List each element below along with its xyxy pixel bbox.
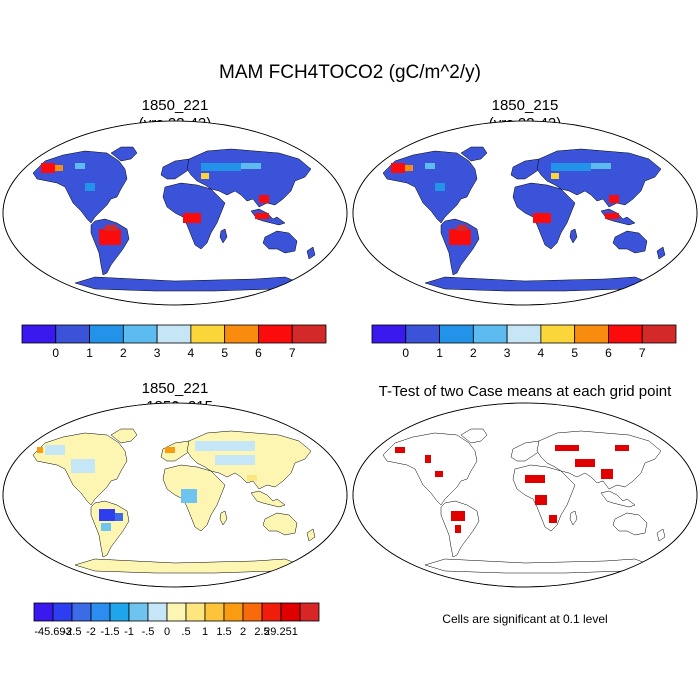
panel-4-title: T-Test of two Case means at each grid po… [350,383,700,401]
colorbar-3-tick-label: 2 [240,626,246,638]
colorbar-2-tick-label: 6 [605,346,612,360]
map-panel-1 [2,120,348,306]
colorbar-1-tick-label: 4 [188,346,195,360]
colorbar-3-swatch [242,602,263,622]
colorbar-3-tick-label: -.5 [142,626,155,638]
colorbar-3-tick-label: 2.5 [254,626,269,638]
map-panel-4 [352,402,698,588]
colorbar-2-swatch [439,324,474,344]
colorbar-1-tick-label: 2 [120,346,127,360]
colorbar-1-swatch [55,324,90,344]
colorbar-3-tick-label: -45.693 [34,626,71,638]
map-panel-2 [352,120,698,306]
colorbar-2-tick-label: 7 [639,346,646,360]
colorbar-3-swatch [204,602,225,622]
colorbar-panel-3: -45.693-2.5 -2 -1.5 -1 -.5 0 .5 1 1.5 2 2.529.251 [33,602,320,638]
colorbar-2-tick-label: 3 [504,346,511,360]
colorbar-3-swatch [185,602,206,622]
colorbar-2-swatch [608,324,643,344]
colorbar-2-swatch [506,324,542,344]
panel-4-title-line1: T-Test of two Case means at each grid po… [378,383,672,400]
colorbar-2-swatch [472,324,508,344]
colorbar-2-tick-label: 1 [436,346,443,360]
colorbar-2-swatch [405,324,440,344]
colorbar-3-swatch [261,602,282,622]
colorbar-3-tick-label: 1 [202,626,208,638]
colorbar-1-swatch [291,324,327,344]
colorbar-3-tick-label: 0 [164,626,170,638]
figure-title: MAM FCH4TOCO2 (gC/m^2/y) [219,62,481,83]
colorbar-1-tick-label: 1 [86,346,93,360]
colorbar-1-swatch [89,324,124,344]
colorbar-3-tick-label: 1.5 [216,626,231,638]
colorbar-2-tick-label: 5 [571,346,578,360]
colorbar-2-tick-label: 0 [402,346,409,360]
map-3-anomalies [37,441,257,531]
colorbar-1-swatch [258,324,293,344]
panel-3-title-line1: 1850_221 [141,380,209,397]
colorbar-3-swatch [223,602,244,622]
colorbar-1-swatch [224,324,259,344]
colorbar-1-swatch [122,324,158,344]
colorbar-panel-2: 0 1 2 3 4 5 6 7 [371,324,677,360]
panel-2-title-line1: 1850_215 [491,97,559,114]
colorbar-3-swatch [90,602,111,622]
map-2-hotspots [391,163,619,245]
colorbar-panel-1: 0 1 2 3 4 5 6 7 [21,324,327,360]
map-panel-3 [2,402,348,588]
colorbar-3-swatch [109,602,130,622]
colorbar-1-tick-label: 7 [289,346,296,360]
colorbar-3-swatch [33,602,54,622]
colorbar-2-swatch [574,324,609,344]
colorbar-1-tick-label: 3 [154,346,161,360]
significance-note: Cells are significant at 0.1 level [442,612,608,626]
colorbar-3-swatch [280,602,301,622]
colorbar-2-swatch [540,324,576,344]
colorbar-2-tick-label: 2 [470,346,477,360]
colorbar-1-tick-label: 6 [255,346,262,360]
colorbar-3-tick-label: -1.5 [101,626,120,638]
panel-1-title-line1: 1850_221 [141,97,209,114]
colorbar-3-swatch [71,602,92,622]
colorbar-2-swatch [371,324,407,344]
colorbar-3-tick-label: -1 [124,626,134,638]
colorbar-3-tick-label: 29.251 [264,626,298,638]
colorbar-3-swatch [128,602,149,622]
colorbar-1-swatch [156,324,192,344]
colorbar-1-swatch [190,324,226,344]
map-4-significant-cells [395,445,629,533]
colorbar-1-tick-label: 5 [221,346,228,360]
colorbar-3-tick-label: -2 [86,626,96,638]
colorbar-3-swatch [147,602,168,622]
map-1-hotspots [41,163,269,245]
colorbar-3-swatch [166,602,187,622]
colorbar-3-tick-label: -2.5 [63,626,82,638]
colorbar-2-swatch [641,324,677,344]
colorbar-3-swatch [52,602,73,622]
colorbar-3-swatch [299,602,320,622]
colorbar-3-tick-label: .5 [181,626,190,638]
colorbar-2-tick-label: 4 [538,346,545,360]
colorbar-1-swatch [21,324,57,344]
colorbar-1-tick-label: 0 [52,346,59,360]
